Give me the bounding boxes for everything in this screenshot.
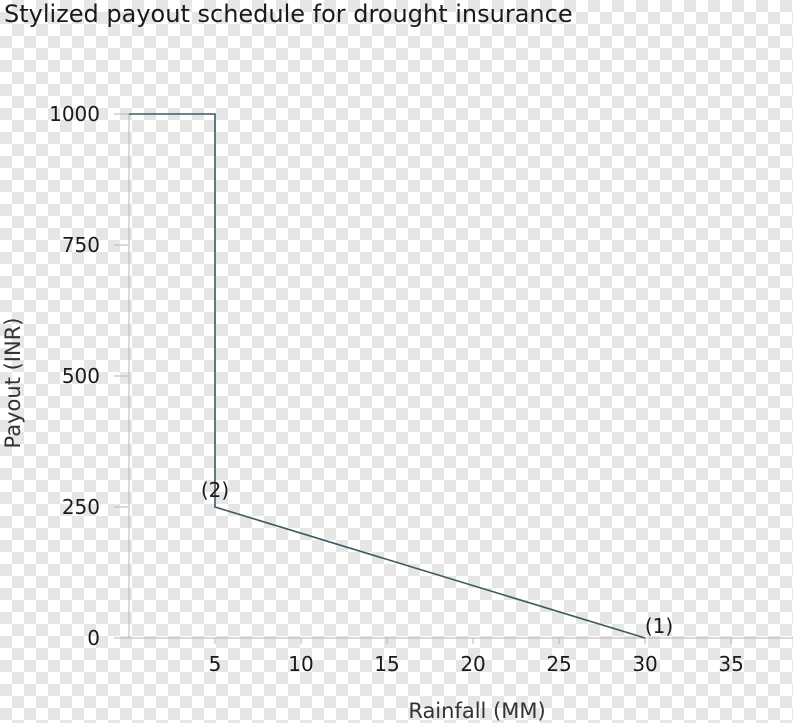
y-tick-label: 500 (62, 364, 100, 388)
payout-series-line (129, 113, 646, 639)
x-axis-label: Rainfall (MM) (408, 699, 545, 723)
point-annotation: (2) (201, 478, 229, 502)
chart-title: Stylized payout schedule for drought ins… (4, 0, 573, 28)
axes (128, 114, 793, 639)
point-annotation: (1) (645, 614, 673, 638)
x-tick-label: 20 (460, 652, 485, 676)
y-ticks: 0 250 500 750 1000 (49, 102, 129, 650)
x-tick-label: 30 (632, 652, 657, 676)
x-tick-label: 10 (288, 652, 313, 676)
x-tick-label: 5 (209, 652, 222, 676)
y-tick-label: 0 (87, 626, 100, 650)
y-tick-label: 250 (62, 495, 100, 519)
x-tick-label: 15 (374, 652, 399, 676)
y-tick-label: 750 (62, 233, 100, 257)
annotation-layer: (2) (1) (201, 478, 673, 638)
series-layer (129, 113, 646, 639)
y-tick-label: 1000 (49, 102, 100, 126)
x-tick-label: 25 (546, 652, 571, 676)
y-axis-label: Payout (INR) (1, 318, 25, 449)
x-ticks: 5 10 15 20 25 30 35 (209, 638, 744, 676)
x-tick-label: 35 (718, 652, 743, 676)
